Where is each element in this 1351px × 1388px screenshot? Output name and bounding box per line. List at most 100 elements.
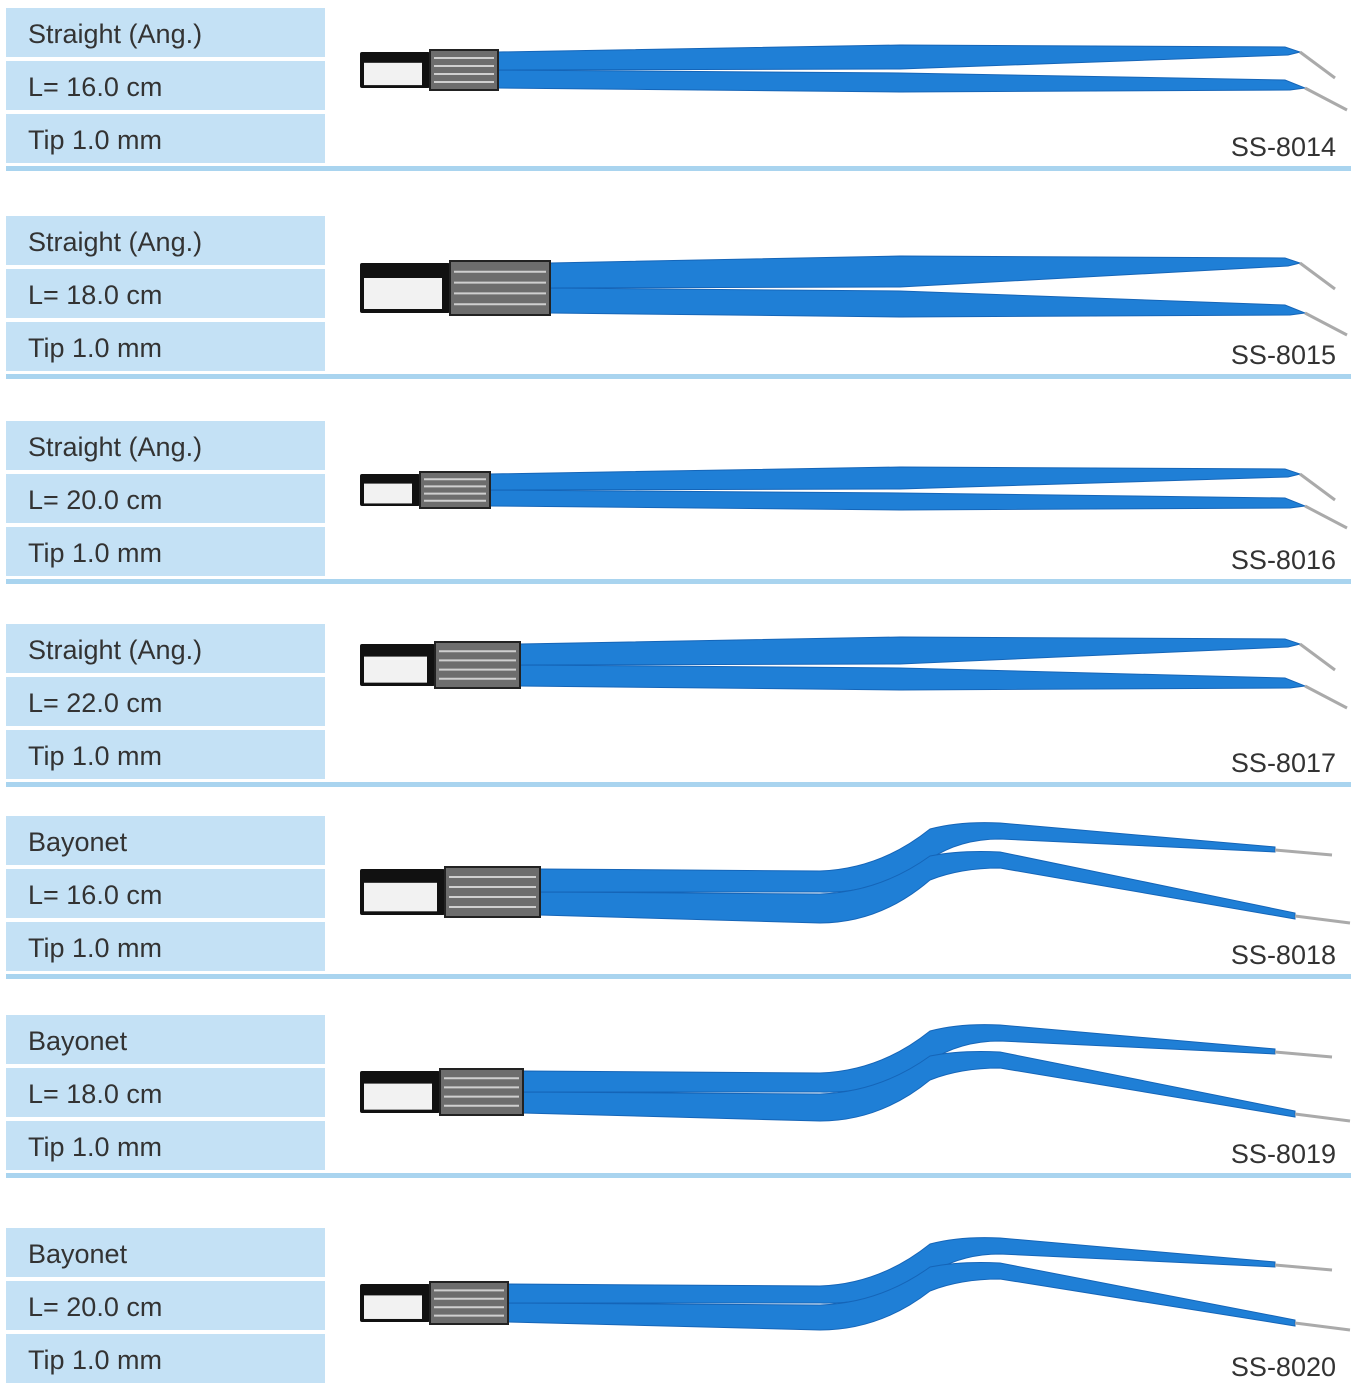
forceps-tip [1304,684,1348,710]
row-separator [6,1173,1351,1178]
spec-cell [6,730,325,779]
spec-cell [6,474,325,523]
spec-cell [6,216,325,265]
spec-length: L= 20.0 cm [28,485,162,515]
ferrule [429,1281,509,1325]
forceps-tip [1299,642,1336,672]
product-row: Bayonet L= 18.0 cm Tip 1.0 mm SS-8019 [6,1015,1351,1178]
forceps-arm [497,44,1302,71]
spec-cell [6,1121,325,1170]
spec-type: Straight (Ang.) [28,19,202,49]
row-separator [6,974,1351,979]
forceps-arm [539,851,1296,924]
spec-cell [6,816,325,865]
forceps-arm [549,287,1307,318]
spec-cell [6,527,325,576]
ferrule [434,641,521,689]
handle-insert [364,1083,432,1110]
product-code: SS-8016 [1231,545,1336,575]
forceps-tip [1304,504,1348,530]
spec-tip: Tip 1.0 mm [28,1132,162,1162]
forceps-tip [1274,848,1333,857]
handle-insert [364,483,412,504]
spec-type: Bayonet [28,1239,128,1269]
product-code: SS-8017 [1231,748,1336,778]
spec-cell [6,922,325,971]
forceps-tip [1304,86,1348,112]
forceps-tip [1294,1321,1351,1332]
forceps-tip [1294,1112,1351,1123]
product-code: SS-8014 [1231,132,1336,162]
handle-insert [364,278,442,309]
ferrule [419,471,491,509]
ferrule [429,49,499,91]
spec-type: Straight (Ang.) [28,635,202,665]
product-row: Straight (Ang.) L= 22.0 cm Tip 1.0 mm SS-80… [6,624,1351,787]
forceps-tip [1294,914,1351,925]
forceps-arm [497,69,1307,93]
product-code: SS-8019 [1231,1139,1336,1169]
spec-length: L= 16.0 cm [28,880,162,910]
ferrule [444,866,541,918]
spec-cell [6,1228,325,1277]
ferrule [439,1068,524,1116]
spec-cell [6,61,325,110]
spec-cell [6,624,325,673]
row-separator [6,579,1351,584]
spec-cell [6,269,325,318]
spec-length: L= 18.0 cm [28,280,162,310]
spec-type: Bayonet [28,1026,128,1056]
row-separator [6,166,1351,171]
spec-tip: Tip 1.0 mm [28,125,162,155]
spec-cell [6,1068,325,1117]
spec-length: L= 22.0 cm [28,688,162,718]
handle-insert [364,1295,422,1319]
handle-insert [364,882,437,912]
spec-length: L= 18.0 cm [28,1079,162,1109]
forceps-arm [519,636,1302,666]
spec-cell [6,322,325,371]
spec-cell [6,1281,325,1330]
row-separator [6,782,1351,787]
spec-cell [6,869,325,918]
spec-cell [6,114,325,163]
forceps-tip [1304,311,1348,337]
forceps-arm [489,489,1307,511]
spec-length: L= 20.0 cm [28,1292,162,1322]
product-code: SS-8015 [1231,340,1336,370]
product-row: Bayonet L= 16.0 cm Tip 1.0 mm SS-8018 [6,816,1351,979]
product-row: Straight (Ang.) L= 18.0 cm Tip 1.0 mm SS-80… [6,216,1351,379]
spec-type: Bayonet [28,827,128,857]
forceps-tip [1299,261,1336,291]
spec-cell [6,1015,325,1064]
forceps-arm [507,1262,1296,1331]
spec-cell [6,8,325,57]
forceps-tip [1299,50,1336,80]
forceps-arm [489,466,1302,491]
spec-type: Straight (Ang.) [28,432,202,462]
forceps-tip [1274,1263,1333,1272]
spec-length: L= 16.0 cm [28,72,162,102]
product-code: SS-8020 [1231,1352,1336,1382]
spec-cell [6,421,325,470]
forceps-arm [522,1051,1296,1122]
spec-tip: Tip 1.0 mm [28,333,162,363]
spec-tip: Tip 1.0 mm [28,1345,162,1375]
ferrule [449,260,551,316]
forceps-arm [519,664,1307,691]
spec-tip: Tip 1.0 mm [28,538,162,568]
product-row: Straight (Ang.) L= 16.0 cm Tip 1.0 mm SS-80… [6,8,1351,171]
spec-cell [6,677,325,726]
product-code: SS-8018 [1231,940,1336,970]
spec-cell [6,1334,325,1383]
product-row: Straight (Ang.) L= 20.0 cm Tip 1.0 mm SS-80… [6,421,1351,584]
forceps-tip [1274,1050,1333,1059]
product-row: Bayonet L= 20.0 cm Tip 1.0 mm SS-8020 [6,1228,1351,1383]
spec-type: Straight (Ang.) [28,227,202,257]
spec-tip: Tip 1.0 mm [28,933,162,963]
spec-tip: Tip 1.0 mm [28,741,162,771]
row-separator [6,374,1351,379]
forceps-arm [549,255,1302,289]
